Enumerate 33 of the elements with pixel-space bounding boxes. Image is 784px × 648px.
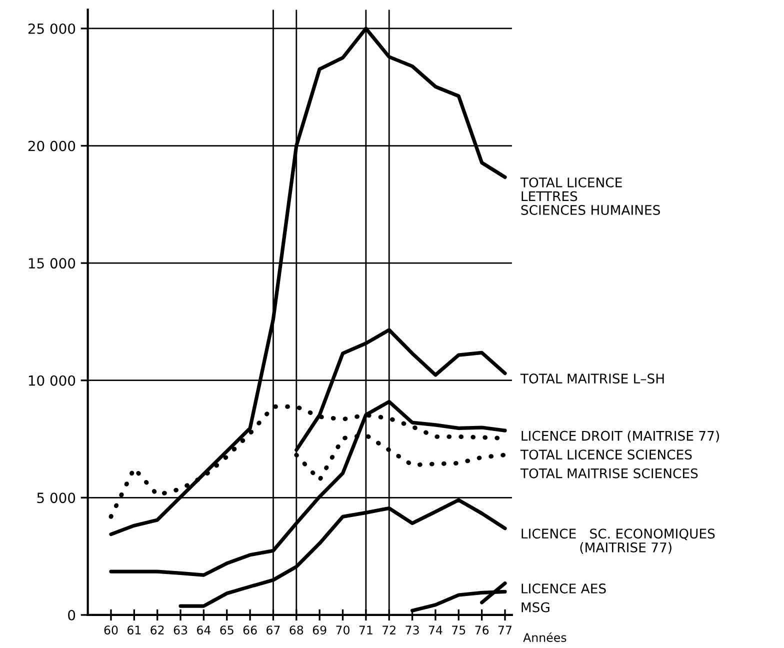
- x-tick-label: 74: [428, 626, 442, 634]
- x-tick-label: 62: [150, 626, 164, 635]
- y-tick-label: 10 000: [28, 375, 76, 386]
- y-tick-label: 25 000: [28, 23, 76, 34]
- x-tick-label: 67: [266, 626, 280, 635]
- x-tick-label: 77: [498, 626, 512, 634]
- x-tick-label: 71: [359, 626, 372, 634]
- x-tick-label: 75: [452, 626, 466, 635]
- x-tick-label: 70: [336, 626, 350, 635]
- y-tick-label: 20 000: [28, 140, 76, 152]
- series-label: MSG: [522, 602, 550, 612]
- x-tick-label: 72: [382, 626, 396, 634]
- y-tick-label: 15 000: [28, 258, 76, 269]
- series-label: TOTAL MAITRISE L–SH: [520, 374, 664, 384]
- x-tick-label: 69: [312, 626, 326, 635]
- x-tick-label: 63: [174, 626, 188, 635]
- x-tick-label: 64: [197, 626, 211, 635]
- x-tick-label: 68: [290, 626, 304, 635]
- x-tick-label: 76: [475, 626, 489, 635]
- series-label: TOTAL MAITRISE SCIENCES: [520, 468, 698, 478]
- series-label: TOTAL LICENCE SCIENCES: [520, 450, 692, 460]
- x-tick-label: 65: [220, 626, 234, 635]
- series-label: LICENCE AES: [522, 584, 606, 594]
- y-tick-label: 5 000: [37, 492, 76, 504]
- x-tick-label: 73: [406, 626, 419, 635]
- series-label: TOTAL LICENCE LETTRES SCIENCES HUMAINES: [520, 177, 660, 215]
- series-label: LICENCE SC. ECONOMIQUES (MAITRISE 77): [522, 528, 715, 554]
- y-tick-label: 0: [68, 610, 76, 620]
- x-tick-label: 61: [127, 626, 141, 635]
- x-tick-label: 60: [104, 626, 118, 635]
- x-tick-label: 66: [243, 626, 257, 635]
- series-label: LICENCE DROIT (MAITRISE 77): [522, 430, 719, 442]
- x-axis-title: Années: [523, 632, 566, 642]
